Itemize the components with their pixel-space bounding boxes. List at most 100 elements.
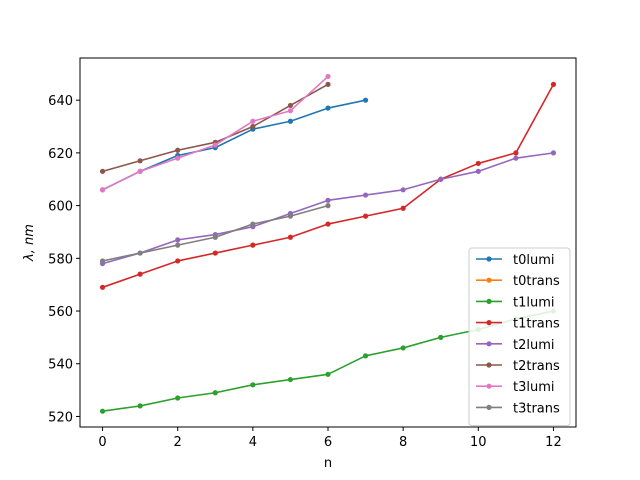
data-point-t1trans (325, 221, 331, 227)
data-point-t0lumi (287, 118, 294, 124)
data-point-t3trans (175, 242, 181, 248)
data-point-t2lumi (325, 197, 331, 203)
data-point-t1trans (400, 205, 406, 211)
data-point-t0lumi (325, 105, 331, 111)
data-point-t2trans (287, 102, 294, 109)
data-point-t2trans (325, 81, 331, 87)
legend-swatch-marker (486, 362, 492, 368)
data-point-t1trans (287, 234, 294, 240)
x-tick-label: 2 (174, 435, 182, 450)
y-axis-label: λ, nm (22, 224, 37, 262)
data-point-t1lumi (400, 345, 406, 351)
legend-label: t1trans (513, 317, 560, 332)
legend-swatch-marker (486, 404, 492, 410)
data-point-t1lumi (250, 382, 256, 388)
x-tick-label: 10 (470, 435, 487, 450)
data-point-t3trans (325, 203, 331, 209)
data-point-t1lumi (175, 395, 181, 401)
legend-entry-t3trans: t3trans (476, 401, 560, 416)
data-point-t1lumi (325, 371, 331, 377)
data-point-t3lumi (287, 108, 294, 114)
legend: t0lumi t0trans t1lumi t1trans t2lumi t2trans t… (468, 247, 571, 427)
y-tick-label: 520 (48, 410, 73, 425)
data-point-t2lumi (475, 168, 481, 174)
legend-label: t2trans (513, 359, 560, 374)
data-point-t3lumi (325, 73, 331, 80)
data-point-t2lumi (362, 192, 369, 198)
data-point-t1trans (250, 242, 256, 248)
data-point-t1lumi (99, 408, 106, 414)
data-point-t1trans (362, 213, 369, 219)
legend-entry-t1lumi: t1lumi (476, 295, 555, 310)
data-point-t3lumi (212, 142, 218, 148)
data-point-t2trans (99, 168, 106, 174)
y-tick-label: 540 (48, 358, 73, 373)
legend-label: t0lumi (513, 253, 555, 268)
data-point-t1trans (513, 150, 519, 156)
legend-label: t1lumi (513, 295, 555, 310)
legend-entry-t0lumi: t0lumi (476, 253, 555, 268)
legend-entry-t3lumi: t3lumi (476, 380, 555, 395)
x-tick-label: 0 (98, 435, 106, 450)
x-tick-label: 6 (324, 435, 332, 450)
data-point-t2trans (137, 158, 143, 164)
legend-entry-t0trans: t0trans (476, 274, 560, 289)
x-tick-label: 12 (545, 435, 562, 450)
y-tick-label: 620 (48, 147, 73, 162)
legend-entry-t2trans: t2trans (476, 359, 560, 374)
legend-swatch-marker (486, 383, 492, 389)
legend-entry-t2lumi: t2lumi (476, 338, 555, 353)
data-point-t3trans (99, 258, 106, 264)
data-point-t3lumi (137, 168, 143, 174)
data-point-t1lumi (137, 403, 143, 409)
series-t3lumi (99, 73, 331, 193)
legend-swatch-marker (486, 341, 492, 347)
data-point-t1lumi (362, 353, 369, 359)
data-point-t1lumi (438, 334, 444, 340)
y-tick-label: 600 (48, 200, 73, 215)
axes: 0 2 4 6 8 10 12 520 540 560 580 600 620 640 (48, 57, 577, 450)
data-point-t3lumi (250, 118, 256, 124)
data-point-t2lumi (400, 187, 406, 193)
data-point-t2trans (250, 123, 256, 130)
data-point-t3lumi (99, 187, 106, 193)
data-point-t1lumi (287, 376, 294, 383)
data-point-t2lumi (175, 237, 181, 243)
legend-label: t0trans (513, 274, 560, 289)
data-point-t1trans (175, 258, 181, 264)
data-point-t1trans (475, 160, 481, 167)
data-point-t1trans (137, 271, 143, 277)
legend-swatch-marker (486, 277, 492, 283)
legend-label: t3lumi (513, 380, 555, 395)
y-tick-label: 560 (48, 305, 73, 320)
data-point-t2lumi (513, 155, 519, 161)
legend-entry-t1trans: t1trans (476, 317, 560, 332)
legend-box (468, 247, 571, 427)
data-point-t1trans (550, 81, 557, 87)
legend-swatch-marker (486, 320, 492, 326)
x-axis-label: n (324, 456, 332, 471)
data-point-t3trans (287, 213, 294, 219)
data-point-t1trans (212, 250, 218, 256)
data-point-t3trans (137, 250, 143, 256)
data-point-t1lumi (212, 390, 218, 396)
y-tick-label: 580 (48, 252, 73, 267)
data-point-t3lumi (175, 155, 181, 161)
y-tick-label: 640 (48, 94, 73, 109)
legend-swatch-marker (486, 298, 492, 304)
data-point-t2lumi (550, 150, 557, 156)
series-t2trans (99, 81, 331, 174)
data-point-t2lumi (438, 176, 444, 182)
legend-swatch-marker (486, 256, 492, 262)
data-point-t2trans (175, 147, 181, 153)
x-tick-label: 8 (399, 435, 407, 450)
x-tick-label: 4 (249, 435, 257, 450)
data-point-t3trans (212, 234, 218, 240)
data-point-t3trans (250, 221, 256, 227)
legend-label: t3trans (513, 401, 560, 416)
data-point-t0lumi (362, 97, 369, 103)
data-point-t1trans (99, 284, 106, 290)
legend-label: t2lumi (513, 338, 555, 353)
series-t3trans (99, 203, 331, 264)
